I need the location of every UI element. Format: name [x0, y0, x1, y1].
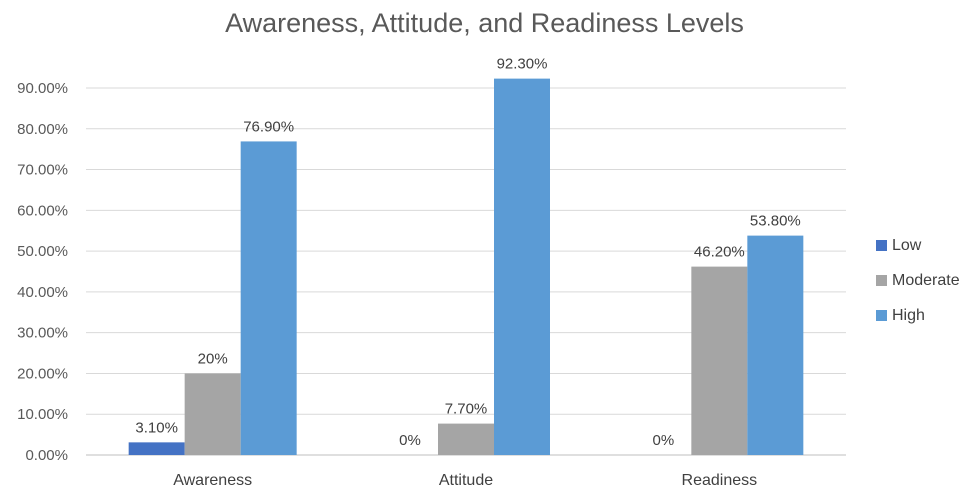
data-label: 53.80% — [750, 213, 801, 230]
y-tick-label: 10.00% — [17, 406, 68, 423]
y-tick-label: 60.00% — [17, 202, 68, 219]
bar-low-awareness — [128, 442, 185, 455]
bar-moderate-attitude — [438, 423, 494, 455]
y-tick-label: 20.00% — [17, 365, 68, 382]
chart-title: Awareness, Attitude, and Readiness Level… — [225, 8, 744, 38]
legend-swatch — [876, 275, 887, 286]
y-tick-label: 40.00% — [17, 284, 68, 301]
bar-high-attitude — [494, 78, 550, 456]
legend-label: Low — [892, 236, 922, 254]
legend-item-low: Low — [876, 228, 960, 263]
legend-item-moderate: Moderate — [876, 263, 960, 298]
bar-moderate-awareness — [184, 373, 241, 455]
y-tick-label: 0.00% — [25, 447, 68, 464]
data-label: 7.70% — [445, 401, 488, 418]
legend-swatch — [876, 310, 887, 321]
x-category-label: Awareness — [173, 472, 252, 487]
bar-moderate-readiness — [691, 266, 748, 455]
legend-label: High — [892, 306, 925, 324]
legend-swatch — [876, 240, 887, 251]
bar-high-readiness — [747, 235, 804, 455]
y-tick-label: 50.00% — [17, 243, 68, 260]
data-label: 46.20% — [694, 244, 745, 261]
data-label: 0% — [399, 432, 421, 449]
legend-item-high: High — [876, 298, 960, 333]
data-label: 92.30% — [497, 56, 548, 73]
y-tick-label: 70.00% — [17, 162, 68, 179]
y-tick-label: 80.00% — [17, 121, 68, 138]
data-label: 76.90% — [243, 118, 294, 135]
y-tick-label: 30.00% — [17, 325, 68, 342]
data-label: 20% — [198, 350, 228, 367]
legend: Low Moderate High — [876, 228, 960, 333]
data-label: 3.10% — [135, 419, 178, 436]
legend-label: Moderate — [892, 271, 960, 289]
x-category-label: Attitude — [439, 472, 493, 487]
x-category-label: Readiness — [682, 472, 758, 487]
y-tick-label: 90.00% — [17, 80, 68, 97]
bar-high-awareness — [240, 141, 297, 455]
data-label: 0% — [652, 432, 674, 449]
